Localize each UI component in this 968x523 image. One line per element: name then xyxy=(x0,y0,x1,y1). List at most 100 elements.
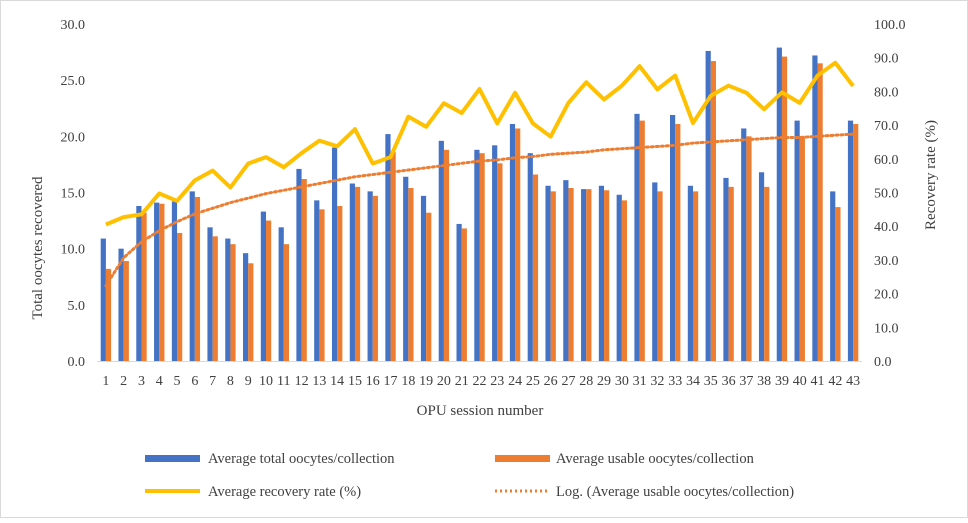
bar-total-oocytes xyxy=(154,202,160,361)
bar-usable-oocytes xyxy=(354,186,361,361)
bar-usable-oocytes xyxy=(550,191,556,361)
x-tick-label: 1 xyxy=(102,374,109,389)
x-tick-label: 22 xyxy=(473,374,487,389)
y-tick-label: 0.0 xyxy=(68,355,86,370)
y2-tick-label: 10.0 xyxy=(874,321,899,336)
x-tick-label: 20 xyxy=(437,374,451,389)
x-tick-label: 17 xyxy=(384,374,398,389)
bar-total-oocytes xyxy=(563,180,569,361)
bar-usable-oocytes xyxy=(301,179,307,361)
bar-usable-oocytes xyxy=(479,153,485,361)
bar-total-oocytes xyxy=(669,114,676,362)
bar-usable-oocytes xyxy=(105,268,112,361)
bar-usable-oocytes xyxy=(799,136,805,361)
y-tick-label: 10.0 xyxy=(61,243,86,258)
x-tick-label: 12 xyxy=(295,374,309,389)
right-axis-ticks: 0.0 10.0 20.0 30.0 40.0 50.0 60.0 70.0 80.0 90.0 1… xyxy=(874,18,906,370)
bar-total-oocytes xyxy=(207,227,213,361)
bar-total-oocytes xyxy=(260,211,267,361)
bar-total-oocytes xyxy=(687,185,693,361)
bar-usable-oocytes xyxy=(621,200,628,361)
x-tick-label: 32 xyxy=(650,374,664,389)
x-tick-label: 6 xyxy=(191,374,198,389)
bar-usable-oocytes xyxy=(710,61,716,361)
line-series xyxy=(104,60,855,288)
legend-label-total: Average total oocytes/collection xyxy=(208,451,395,467)
bar-usable-oocytes xyxy=(390,152,396,361)
x-tick-label: 41 xyxy=(811,374,825,389)
x-tick-label: 36 xyxy=(722,374,736,389)
bar-series xyxy=(100,47,859,362)
x-tick-label: 24 xyxy=(508,374,522,389)
bar-total-oocytes xyxy=(456,223,462,361)
x-tick-label: 38 xyxy=(757,374,771,389)
y2-tick-label: 40.0 xyxy=(874,220,899,235)
x-tick-label: 14 xyxy=(330,374,344,389)
legend-item-usable: Average usable oocytes/collection xyxy=(495,451,755,467)
bar-usable-oocytes xyxy=(177,232,183,361)
bar-usable-oocytes xyxy=(159,203,165,361)
bar-total-oocytes xyxy=(225,238,231,361)
bar-usable-oocytes xyxy=(212,236,218,361)
bar-total-oocytes xyxy=(705,50,711,362)
x-tick-label: 19 xyxy=(419,374,433,389)
x-tick-label: 31 xyxy=(633,374,647,389)
y-axis-title: Total oocytes recovered xyxy=(30,176,46,320)
x-axis-title: OPU session number xyxy=(417,403,544,419)
bar-total-oocytes xyxy=(776,47,782,362)
y-tick-label: 5.0 xyxy=(68,299,86,314)
bar-usable-oocytes xyxy=(123,261,129,361)
bar-usable-oocytes xyxy=(497,163,503,361)
bar-usable-oocytes xyxy=(443,149,450,361)
bar-usable-oocytes xyxy=(746,136,752,361)
bar-usable-oocytes xyxy=(675,123,681,361)
bar-usable-oocytes xyxy=(194,196,201,361)
y2-tick-label: 50.0 xyxy=(874,187,899,202)
bar-total-oocytes xyxy=(403,176,409,361)
x-tick-label: 25 xyxy=(526,374,540,389)
legend-item-recovery: Average recovery rate (%) xyxy=(145,484,361,500)
bar-usable-oocytes xyxy=(426,212,432,361)
x-tick-label: 39 xyxy=(775,374,789,389)
x-tick-label: 28 xyxy=(579,374,593,389)
bar-usable-oocytes xyxy=(604,190,610,361)
bar-total-oocytes xyxy=(171,201,178,361)
legend: Average total oocytes/collection Average… xyxy=(145,451,794,500)
x-tick-label: 37 xyxy=(739,374,753,389)
y2-tick-label: 80.0 xyxy=(874,85,899,100)
bar-total-oocytes xyxy=(385,134,391,361)
bar-total-oocytes xyxy=(492,145,498,361)
bar-total-oocytes xyxy=(581,189,587,361)
trendline-usable-oocytes xyxy=(104,132,855,288)
x-tick-label: 16 xyxy=(366,374,380,389)
bar-total-oocytes xyxy=(189,191,195,361)
line-recovery-rate xyxy=(105,60,855,227)
bar-total-oocytes xyxy=(598,185,605,361)
bar-usable-oocytes xyxy=(764,186,770,361)
bar-total-oocytes xyxy=(634,113,640,361)
y-tick-label: 15.0 xyxy=(61,187,86,202)
bar-total-oocytes xyxy=(331,147,338,361)
bar-usable-oocytes xyxy=(657,191,663,361)
x-tick-label: 30 xyxy=(615,374,629,389)
bar-usable-oocytes xyxy=(639,120,645,362)
bar-total-oocytes xyxy=(243,253,249,361)
x-tick-label: 3 xyxy=(138,374,145,389)
y-tick-label: 30.0 xyxy=(61,18,86,33)
bar-usable-oocytes xyxy=(728,186,734,361)
y2-axis-title: Recovery rate (%) xyxy=(923,120,939,230)
x-tick-label: 13 xyxy=(312,374,326,389)
bar-total-oocytes xyxy=(349,183,355,361)
x-tick-label: 40 xyxy=(793,374,807,389)
x-tick-label: 8 xyxy=(227,374,234,389)
bar-total-oocytes xyxy=(794,120,800,362)
bar-usable-oocytes xyxy=(141,212,147,361)
bar-usable-oocytes xyxy=(835,207,841,361)
x-tick-label: 2 xyxy=(120,374,127,389)
bar-total-oocytes xyxy=(652,182,658,361)
left-axis-ticks: 0.0 5.0 10.0 15.0 20.0 25.0 30.0 xyxy=(61,18,86,370)
bar-usable-oocytes xyxy=(461,228,467,361)
bar-usable-oocytes xyxy=(408,188,414,361)
bar-total-oocytes xyxy=(527,153,533,361)
